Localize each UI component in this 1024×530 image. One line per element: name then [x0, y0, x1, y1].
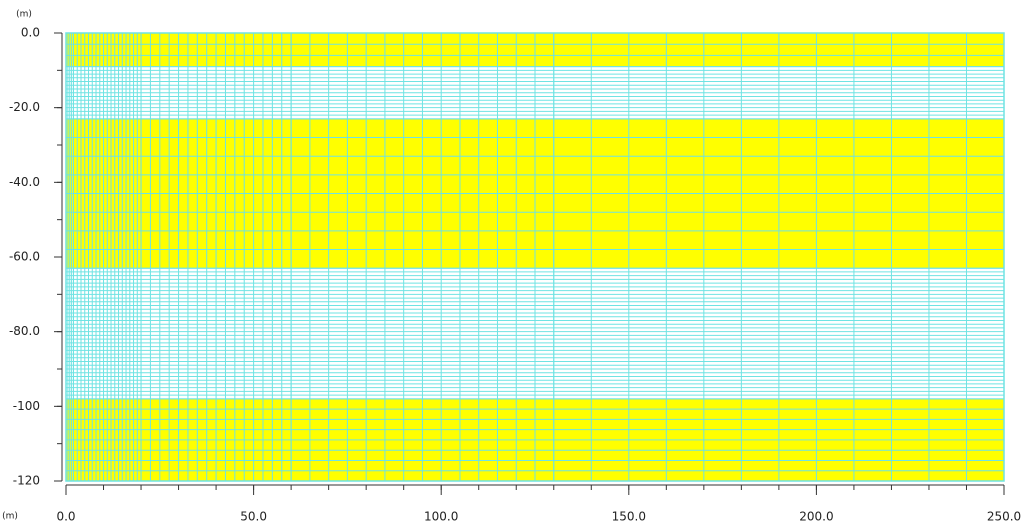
x-tick-label: 250.0 — [987, 510, 1021, 524]
y-tick-label: -60.0 — [9, 250, 40, 264]
x-unit: (m) — [2, 512, 18, 522]
plot-area — [65, 32, 1005, 482]
x-tick-label: 50.0 — [240, 510, 267, 524]
y-tick-label: -40.0 — [9, 175, 40, 189]
y-tick-label: -120 — [13, 474, 40, 488]
y-tick-label: 0.0 — [21, 26, 40, 40]
y-tick-label: -80.0 — [9, 324, 40, 338]
y-tick-label: -20.0 — [9, 100, 40, 114]
x-tick-label: 150.0 — [612, 510, 646, 524]
plot-border — [65, 32, 1005, 482]
y-unit: (m) — [16, 10, 32, 20]
y-tick-label: -100 — [13, 399, 40, 413]
x-tick-label: 100.0 — [424, 510, 458, 524]
x-tick-label: 0.0 — [56, 510, 75, 524]
x-tick-label: 200.0 — [799, 510, 833, 524]
